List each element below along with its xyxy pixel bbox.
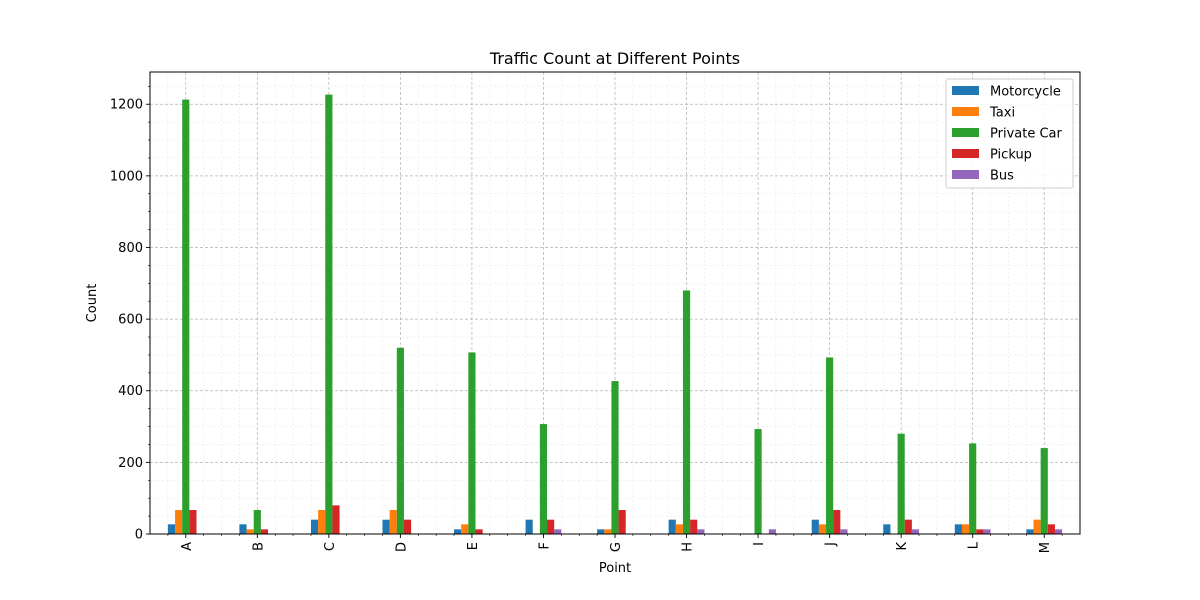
x-tick-label: I [752, 542, 767, 546]
bar-private-car [897, 433, 905, 534]
bar-bus [697, 529, 705, 534]
bar-private-car [182, 99, 190, 534]
y-axis: 0 200 400 600 800 1000 1200 [110, 86, 150, 543]
y-tick-label: 0 [135, 528, 143, 543]
x-tick-label: J [824, 542, 839, 547]
chart-title: Traffic Count at Different Points [489, 49, 740, 68]
bar-taxi [246, 529, 254, 534]
x-tick-label: M [1038, 542, 1053, 553]
legend-swatch [952, 107, 979, 116]
bar-bus [983, 529, 991, 534]
bar-motorcycle [310, 519, 319, 534]
x-axis: A B C D E F G H I J K L M [167, 534, 1063, 553]
x-tick-label: E [466, 542, 481, 550]
legend-swatch [952, 128, 979, 137]
legend-label: Motorcycle [990, 85, 1061, 100]
bar-taxi [175, 510, 183, 534]
bar-private-car [1040, 448, 1048, 534]
bar-pickup [547, 519, 555, 534]
y-tick-label: 200 [118, 456, 143, 471]
bar-motorcycle [454, 529, 462, 534]
bar-taxi [318, 510, 326, 534]
legend-label: Bus [990, 169, 1014, 184]
bar-bus [1054, 529, 1063, 534]
bar-private-car [468, 352, 476, 534]
bar-taxi [1033, 519, 1041, 534]
bar-bus [840, 529, 848, 534]
bar-private-car [253, 510, 261, 534]
bar-pickup [690, 519, 698, 534]
x-tick-label: L [967, 541, 982, 549]
y-tick-label: 800 [118, 241, 143, 256]
bar-motorcycle [668, 519, 676, 534]
bar-motorcycle [382, 519, 390, 534]
bar-private-car [325, 94, 333, 534]
bar-private-car [754, 429, 762, 534]
bar-private-car [539, 424, 548, 534]
bar-private-car [969, 443, 977, 534]
legend-label: Private Car [990, 127, 1062, 142]
bar-taxi [818, 524, 827, 534]
x-tick-label: K [895, 542, 910, 551]
y-tick-label: 400 [118, 384, 143, 399]
bar-motorcycle [239, 524, 247, 534]
bar-motorcycle [525, 519, 533, 534]
bar-pickup [976, 529, 984, 534]
x-tick-label: A [180, 542, 195, 551]
bar-motorcycle [883, 524, 891, 534]
bar-pickup [475, 529, 483, 534]
bar-private-car [682, 290, 691, 534]
bar-motorcycle [954, 524, 962, 534]
bar-pickup [904, 519, 912, 534]
bar-taxi [389, 510, 397, 534]
legend-frame [945, 78, 1074, 189]
bar-taxi [961, 524, 970, 534]
bar-pickup [833, 510, 841, 534]
legend-label: Pickup [990, 148, 1032, 163]
x-axis-title: Point [599, 561, 631, 576]
y-tick-label: 600 [118, 313, 143, 328]
bar-private-car [611, 381, 619, 534]
bar-private-car [396, 347, 404, 534]
bar-bus [768, 529, 776, 534]
bar-taxi [461, 524, 469, 534]
bar-pickup [260, 529, 269, 534]
x-tick-label: D [394, 542, 409, 552]
bar-motorcycle [597, 529, 605, 534]
bar-pickup [403, 519, 412, 534]
y-tick-label: 1200 [110, 98, 143, 113]
bar-taxi [675, 524, 683, 534]
bar-taxi [604, 529, 612, 534]
legend: Motorcycle Taxi Private Car Pickup Bus [945, 78, 1074, 189]
bar-bus [911, 529, 920, 534]
bar-pickup [1047, 524, 1055, 534]
legend-swatch [952, 149, 979, 158]
bar-pickup [189, 510, 197, 534]
bars [167, 94, 1063, 534]
bar-motorcycle [167, 524, 176, 534]
x-tick-label: G [609, 542, 624, 552]
y-axis-title: Count [85, 284, 100, 323]
bar-motorcycle [811, 519, 819, 534]
bar-pickup [332, 505, 340, 534]
y-tick-label: 1000 [110, 169, 143, 184]
legend-swatch [952, 86, 979, 95]
bar-private-car [826, 357, 834, 534]
x-tick-label: C [323, 542, 338, 551]
legend-swatch [952, 170, 979, 179]
bar-motorcycle [1026, 529, 1034, 534]
x-tick-label: F [537, 542, 552, 549]
x-tick-label: H [681, 542, 696, 552]
bar-pickup [618, 510, 626, 534]
x-tick-label: B [251, 542, 266, 551]
legend-label: Taxi [989, 106, 1015, 121]
bar-bus [554, 529, 562, 534]
